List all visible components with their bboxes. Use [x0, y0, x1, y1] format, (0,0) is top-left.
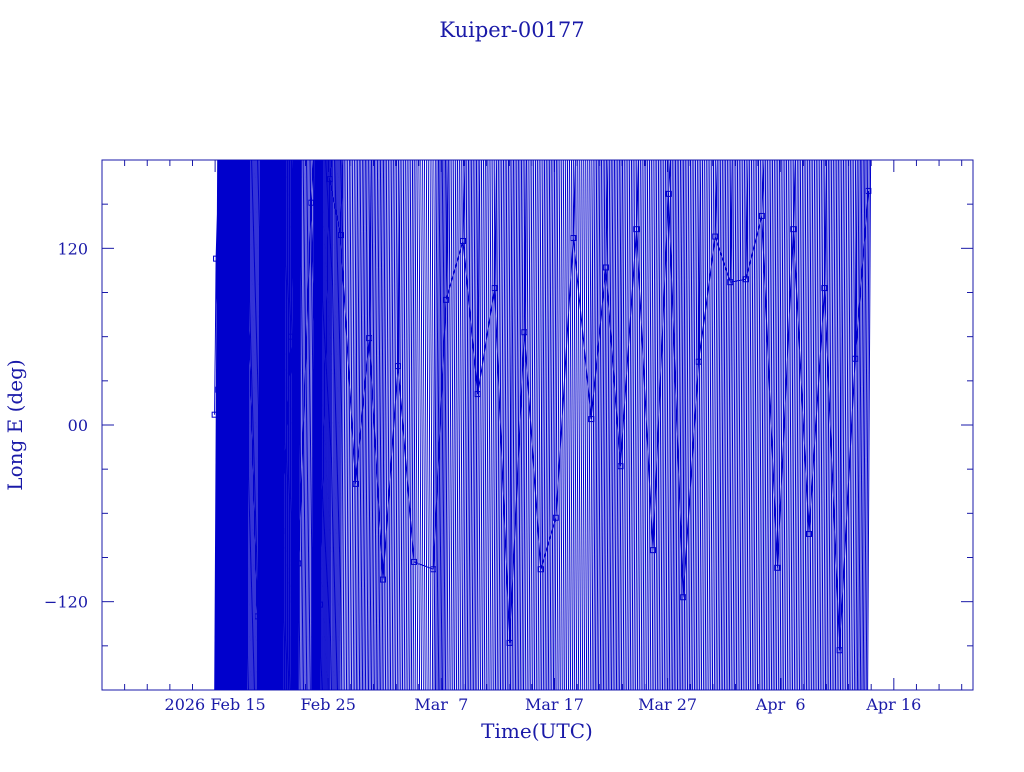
data-point	[805, 530, 812, 537]
plot-area: 2026 Feb 15 Feb 25 Mar 7 Mar 17 Mar 27 Apr 6 A…	[44, 159, 974, 714]
data-point	[337, 232, 344, 239]
data-point	[308, 199, 315, 206]
data-point	[588, 416, 595, 423]
data-point	[213, 255, 220, 262]
data-point	[649, 547, 656, 554]
y-tick-label: 120	[57, 239, 88, 258]
data-point	[316, 601, 323, 608]
data-point	[695, 358, 702, 365]
data-point	[295, 560, 302, 567]
data-point	[215, 386, 222, 393]
data-point	[460, 237, 467, 244]
y-tick-label: 00	[68, 416, 88, 435]
data-point	[742, 276, 749, 283]
data-point	[790, 226, 797, 233]
data-point	[443, 296, 450, 303]
x-axis-label: Time(UTC)	[481, 719, 593, 743]
data-point	[665, 190, 672, 197]
series-group	[211, 160, 872, 690]
data-point	[238, 538, 245, 545]
data-point	[552, 514, 559, 521]
data-point	[243, 235, 250, 242]
data-point	[326, 176, 333, 183]
data-point	[228, 547, 235, 554]
data-point	[265, 396, 272, 403]
data-point	[680, 594, 687, 601]
x-tick-label: 2026 Feb 15	[165, 695, 266, 714]
data-point	[278, 528, 285, 534]
data-point	[821, 285, 828, 292]
data-point	[633, 226, 640, 233]
data-point	[211, 411, 218, 418]
x-tick-label: Mar 7	[414, 695, 468, 714]
series-line	[214, 160, 872, 690]
data-point	[394, 363, 401, 370]
data-point	[261, 258, 268, 265]
data-point	[852, 355, 859, 362]
x-tick-label: Mar 17	[525, 695, 584, 714]
data-point	[712, 233, 719, 240]
data-point	[220, 579, 227, 586]
x-tick-label: Apr 6	[755, 695, 806, 714]
data-point	[570, 235, 577, 242]
x-tick-label: Feb 25	[301, 695, 356, 714]
data-point	[758, 212, 765, 219]
data-point	[727, 279, 734, 286]
data-point	[273, 271, 280, 278]
data-point	[865, 187, 872, 194]
data-point	[836, 647, 843, 654]
y-axis-label: Long E (deg)	[3, 359, 27, 490]
data-point	[287, 333, 294, 340]
data-point	[602, 264, 609, 271]
data-point	[474, 391, 481, 398]
data-point	[366, 335, 373, 342]
data-point	[254, 613, 261, 620]
data-point	[617, 463, 624, 470]
data-point	[521, 329, 528, 336]
data-point	[430, 566, 437, 573]
data-point	[506, 639, 513, 646]
data-point	[411, 558, 418, 565]
chart-title: Kuiper-00177	[439, 18, 584, 42]
data-point	[491, 285, 498, 292]
data-point	[379, 576, 386, 583]
data-point	[352, 480, 359, 487]
y-tick-label: −120	[44, 593, 88, 612]
data-point	[231, 251, 238, 258]
x-tick-label: Apr 16	[865, 695, 921, 714]
data-point	[774, 564, 781, 571]
x-tick-label: Mar 27	[638, 695, 697, 714]
data-point	[537, 566, 544, 573]
